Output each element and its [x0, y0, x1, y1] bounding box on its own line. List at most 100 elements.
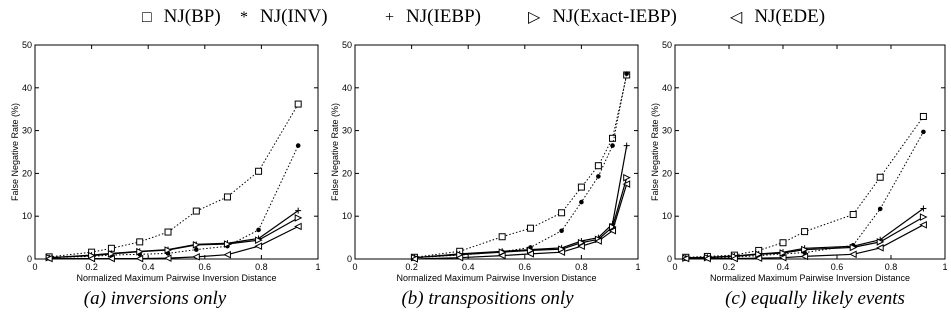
- triangle-left-marker: [87, 254, 96, 263]
- triangle-left-marker: [778, 253, 787, 262]
- triangle-right-marker: [294, 214, 303, 222]
- series-nj-ede: [45, 222, 302, 263]
- triangle-left-marker: [919, 220, 927, 229]
- square-marker-icon: □: [142, 9, 152, 26]
- y-tick-label: 10: [22, 211, 32, 221]
- triangle-left-marker: [849, 250, 857, 259]
- dot-marker: [295, 143, 301, 148]
- y-tick-label: 20: [662, 168, 672, 178]
- series-nj-iebp: [411, 142, 630, 261]
- series-line: [49, 145, 299, 259]
- series-line: [49, 217, 299, 259]
- series-line: [414, 183, 628, 260]
- x-tick-label: 0.2: [405, 262, 418, 272]
- triangle-left-marker: [135, 254, 144, 263]
- x-tick-label: 0.4: [462, 262, 475, 272]
- series-nj-inv: [46, 143, 301, 261]
- triangle-left-marker: [223, 250, 231, 259]
- plot-frame: [354, 44, 639, 260]
- legend-label: NJ(INV): [260, 6, 328, 27]
- triangle-left-marker: [526, 250, 534, 258]
- series-nj-ede: [681, 220, 927, 263]
- series-nj-ede: [410, 180, 631, 263]
- triangle-left-marker: [455, 253, 464, 262]
- series-line: [49, 210, 299, 259]
- triangle-left-marker-icon: ◁: [730, 9, 743, 26]
- x-tick-label: 0.8: [255, 262, 268, 272]
- x-tick-label: 0: [32, 262, 37, 272]
- y-tick-label: 30: [662, 126, 672, 136]
- square-marker: [294, 100, 302, 108]
- y-tick-label: 20: [342, 168, 352, 178]
- legend-label: NJ(IEBP): [406, 6, 481, 27]
- series-nj-bp: [410, 71, 631, 261]
- series-nj-exact-iebp: [410, 173, 631, 262]
- series-nj-exact-iebp: [45, 214, 303, 262]
- legend-item-nj-exact-iebp: ▷ NJ(Exact-IEBP): [528, 6, 677, 28]
- triangle-right-marker: [779, 249, 788, 257]
- legend-label: NJ(Exact-IEBP): [552, 6, 677, 27]
- square-marker: [136, 238, 144, 246]
- triangle-left-marker: [608, 226, 617, 235]
- y-axis-label: False Negative Rate (%): [10, 103, 20, 201]
- x-axis-label: Normalized Maximum Pairwise Inversion Di…: [396, 273, 596, 283]
- triangle-left-marker: [703, 254, 711, 263]
- plus-marker-icon: +: [385, 9, 395, 26]
- square-marker: [255, 167, 263, 175]
- x-tick-label: 0: [672, 262, 677, 272]
- triangle-right-marker: [919, 213, 928, 221]
- plus-marker: [920, 205, 927, 212]
- series-line: [414, 177, 628, 259]
- series-line: [414, 74, 628, 258]
- x-tick-label: 1: [315, 262, 320, 272]
- x-axis-label: Normalized Maximum Pairwise Inversion Di…: [76, 273, 276, 283]
- x-tick-label: 0.2: [85, 262, 98, 272]
- y-tick-label: 50: [662, 40, 672, 50]
- square-marker: [919, 112, 927, 120]
- series-nj-bp: [682, 112, 927, 261]
- triangle-left-marker: [577, 242, 585, 250]
- triangle-right-marker: [223, 240, 232, 248]
- triangle-left-marker: [45, 254, 53, 263]
- square-marker: [192, 207, 200, 215]
- square-marker: [107, 244, 115, 252]
- x-tick-label: 0.6: [519, 262, 532, 272]
- y-tick-label: 0: [667, 254, 672, 264]
- plus-marker: [623, 142, 630, 149]
- y-tick-label: 0: [27, 254, 32, 264]
- dot-marker: [596, 174, 601, 179]
- dot-marker: [579, 199, 584, 205]
- square-marker: [801, 228, 809, 236]
- series-line: [49, 103, 299, 258]
- triangle-left-marker: [163, 254, 172, 262]
- square-marker: [164, 228, 172, 236]
- triangle-right-marker-icon: ▷: [528, 9, 541, 26]
- series-line: [414, 73, 628, 259]
- triangle-left-marker: [681, 254, 690, 263]
- triangle-left-marker: [192, 253, 200, 261]
- legend-item-nj-ede: ◁ NJ(EDE): [730, 6, 825, 28]
- series-line: [49, 225, 299, 260]
- triangle-right-marker: [849, 243, 858, 252]
- square-marker: [594, 162, 602, 170]
- square-marker: [498, 233, 506, 241]
- x-tick-label: 0.2: [723, 262, 736, 272]
- y-tick-label: 30: [342, 126, 352, 136]
- plus-marker: [295, 207, 302, 214]
- x-tick-label: 0.8: [575, 262, 588, 272]
- legend-label: NJ(EDE): [754, 6, 826, 27]
- x-tick-label: 0.8: [885, 262, 898, 272]
- triangle-right-marker: [136, 247, 144, 256]
- plot-frame: [34, 44, 319, 260]
- series-line: [685, 116, 924, 258]
- y-axis-label: False Negative Rate (%): [650, 103, 660, 201]
- square-marker: [558, 209, 566, 217]
- x-tick-label: 0.4: [142, 262, 155, 272]
- y-axis-label: False Negative Rate (%): [330, 103, 340, 201]
- triangle-right-marker: [623, 173, 631, 182]
- triangle-left-marker: [622, 180, 631, 188]
- triangle-left-marker: [498, 251, 506, 260]
